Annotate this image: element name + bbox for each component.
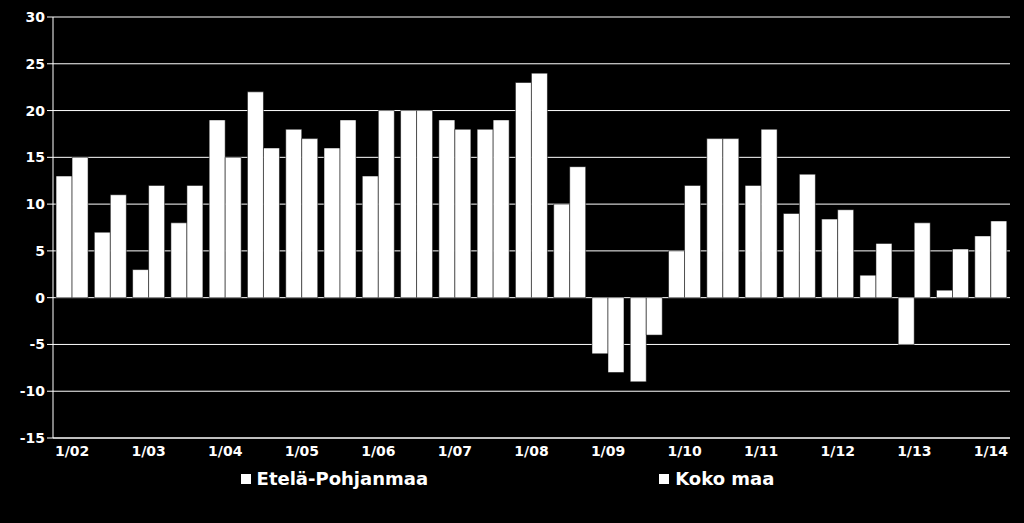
svg-text:-10: -10: [20, 383, 46, 399]
svg-text:20: 20: [26, 103, 46, 119]
svg-text:-15: -15: [20, 430, 45, 446]
svg-text:25: 25: [26, 56, 45, 72]
svg-text:1/04: 1/04: [208, 443, 243, 459]
svg-text:1/07: 1/07: [438, 443, 472, 459]
svg-text:1/05: 1/05: [285, 443, 319, 459]
svg-text:1/06: 1/06: [361, 443, 395, 459]
svg-text:1/12: 1/12: [821, 443, 855, 459]
svg-text:1/11: 1/11: [744, 443, 778, 459]
svg-text:1/08: 1/08: [514, 443, 548, 459]
svg-text:1/13: 1/13: [897, 443, 931, 459]
svg-text:1/03: 1/03: [132, 443, 166, 459]
svg-text:5: 5: [35, 243, 45, 259]
svg-text:-5: -5: [29, 336, 45, 352]
svg-text:1/10: 1/10: [667, 443, 702, 459]
svg-text:1/14: 1/14: [974, 443, 1009, 459]
html-text:Etelä-Pohjanmaa: Etelä-Pohjanmaa: [256, 468, 428, 489]
svg-text:1/02: 1/02: [55, 443, 89, 459]
svg-text:10: 10: [26, 196, 46, 212]
svg-text:15: 15: [26, 149, 45, 165]
svg-text:0: 0: [35, 290, 45, 306]
html-text:Koko maa: Koko maa: [675, 468, 775, 489]
svg-text:1/09: 1/09: [591, 443, 625, 459]
svg-text:30: 30: [26, 9, 46, 25]
